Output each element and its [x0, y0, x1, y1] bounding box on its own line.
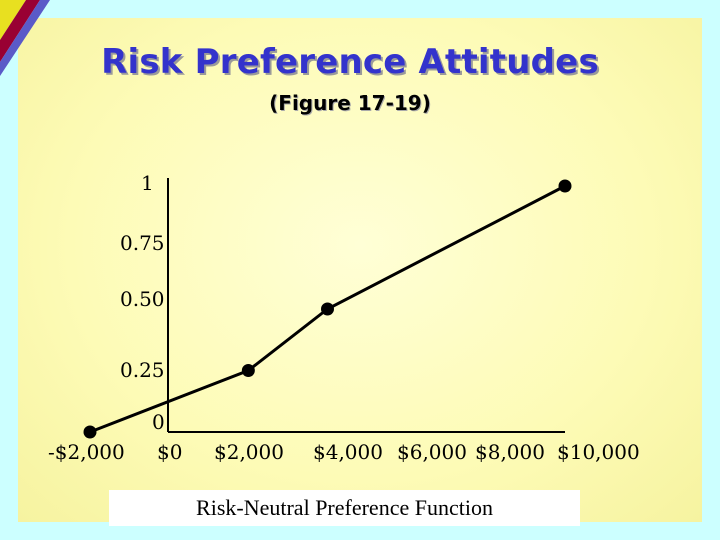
x-tick-label-10000: $10,000: [557, 440, 640, 464]
x-tick-label-8000: $8,000: [475, 440, 545, 464]
slide-panel: [18, 18, 702, 522]
data-point-2: [241, 364, 255, 377]
y-tick-label-0: 0: [152, 410, 165, 434]
corner-stripes-decoration: [0, 0, 50, 76]
y-tick-label-0-75: 0.75: [120, 231, 165, 255]
y-tick-label-0-50: 0.50: [120, 287, 165, 311]
series-line: [89, 184, 566, 434]
data-point-1: [83, 425, 97, 439]
data-point-4: [558, 179, 572, 193]
x-tick-label-6000: $6,000: [397, 440, 467, 464]
y-tick-label-1: 1: [141, 171, 154, 195]
x-tick-label-4000: $4,000: [313, 440, 383, 464]
x-tick-label-0: $0: [157, 440, 182, 464]
slide-title: Risk Preference Attitudes: [101, 42, 599, 82]
chart-caption: Risk-Neutral Preference Function: [109, 490, 580, 526]
series-layer: [83, 179, 572, 439]
slide-subtitle: (Figure 17-19): [269, 91, 431, 115]
y-tick-label-0-25: 0.25: [120, 358, 165, 382]
x-tick-label-neg-2000: -$2,000: [48, 440, 125, 464]
x-tick-label-2000: $2,000: [214, 440, 284, 464]
data-point-3: [321, 302, 334, 316]
